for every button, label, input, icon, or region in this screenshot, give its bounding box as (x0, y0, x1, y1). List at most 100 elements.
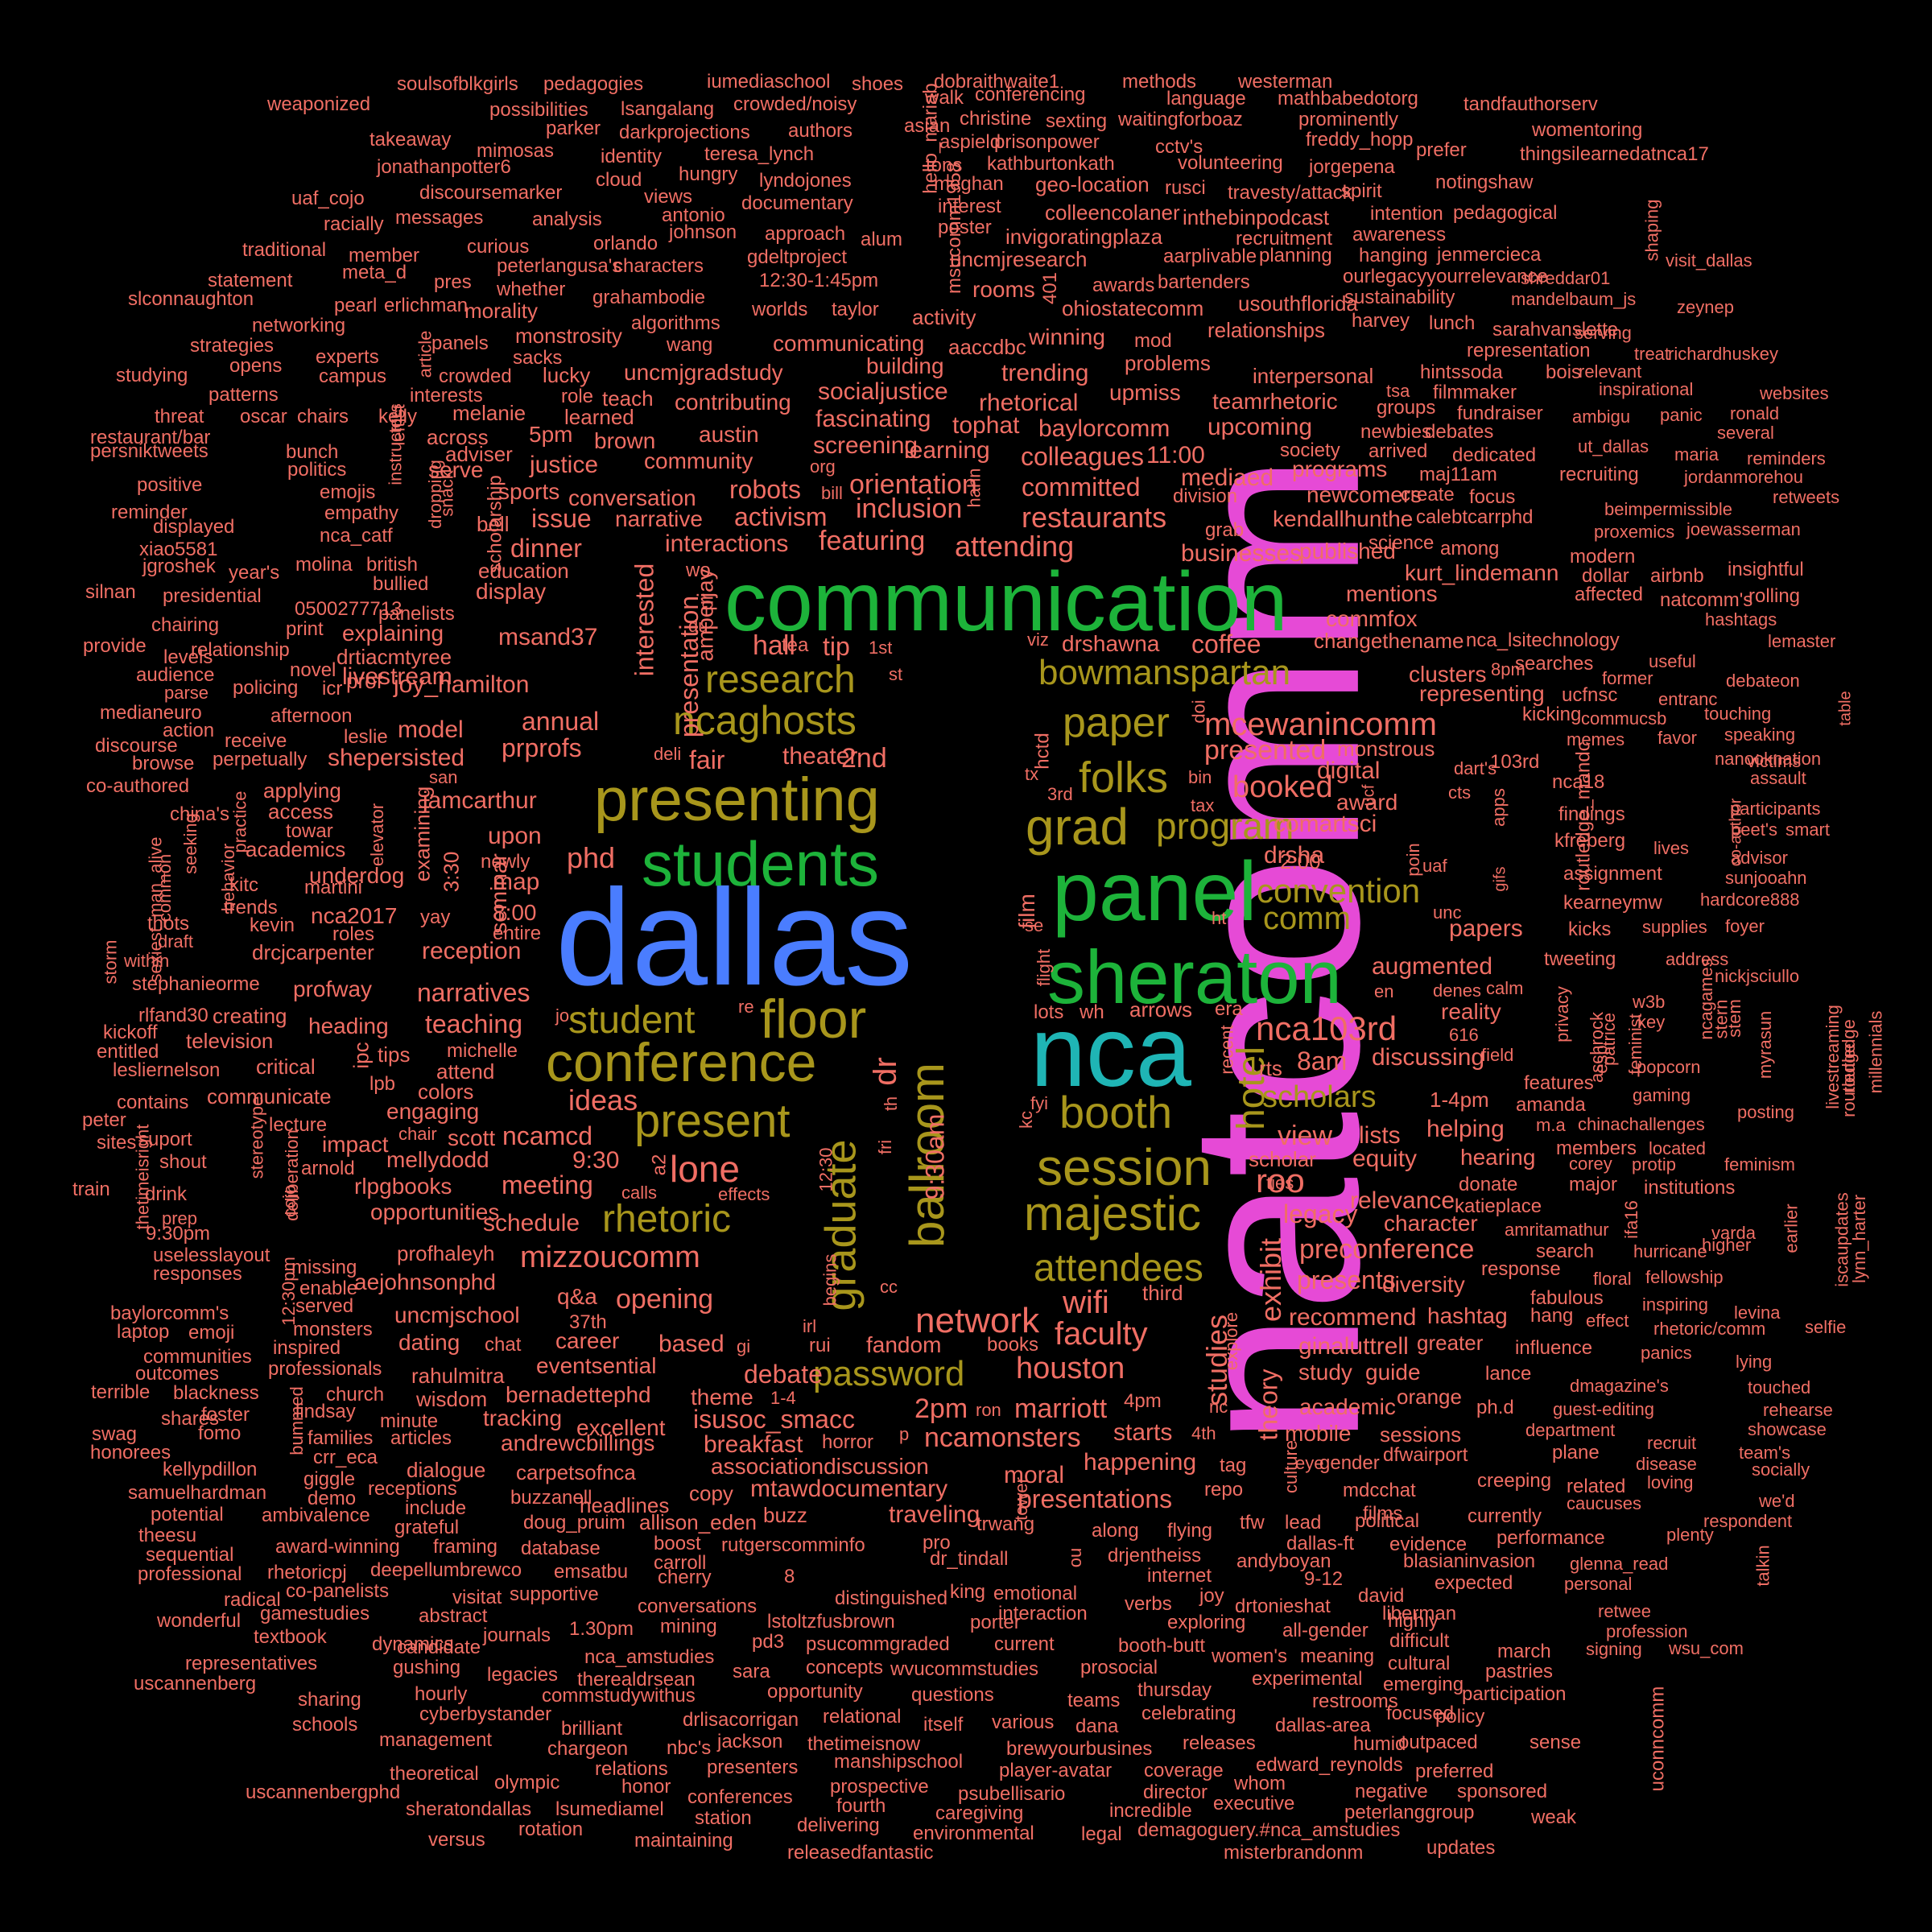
cloud-word: kathburtonkath (987, 153, 1115, 175)
cloud-word: mimosas (477, 140, 555, 162)
cloud-word: mtawdocumentary (750, 1476, 948, 1502)
cloud-word: monstrous (1337, 737, 1435, 761)
cloud-word: newbies (1360, 421, 1432, 443)
cloud-word: whom (1234, 1773, 1286, 1794)
cloud-word: hintssoda (1420, 361, 1503, 383)
cloud-word: samuelhardman (128, 1482, 267, 1504)
cloud-word: hanging (1359, 245, 1428, 266)
cloud-word: lyndojones (759, 170, 852, 192)
cloud-word: sports (498, 479, 560, 504)
cloud-word: hello_mariab (919, 83, 942, 194)
cloud-word: prefer (1416, 139, 1467, 161)
cloud-word: incredible (1109, 1800, 1192, 1822)
cloud-word: deepellumbrewco (370, 1559, 522, 1581)
cloud-word: drsha (1264, 842, 1325, 869)
cloud-word: potential (151, 1504, 224, 1525)
cloud-word: peter (82, 1109, 126, 1131)
cloud-word: peet's (1731, 819, 1778, 840)
cloud-word: perpetually (213, 749, 308, 770)
cloud-word: display (476, 579, 547, 604)
cloud-word: reminder (111, 502, 188, 523)
cloud-word: interactions (665, 530, 789, 557)
cloud-word: current (994, 1633, 1055, 1655)
cloud-word: grab (1205, 519, 1245, 541)
cloud-word: opening (616, 1284, 714, 1315)
cloud-word: filmmaker (1433, 382, 1517, 403)
cloud-word: myrasun (1755, 1010, 1776, 1080)
cloud-word: victims (1747, 751, 1802, 771)
cloud-word: stereotype (246, 1096, 267, 1179)
cloud-word: headlines (580, 1493, 670, 1517)
cloud-word: 11:00 (1146, 442, 1205, 469)
cloud-word: documentary (741, 192, 853, 214)
cloud-word: strategies (190, 335, 275, 357)
cloud-word: routledge_mandc (1572, 741, 1595, 891)
cloud-word: narrative (615, 506, 703, 531)
cloud-word: effect (1586, 1311, 1629, 1331)
cloud-word: dobraithwaite1 (934, 71, 1060, 93)
cloud-word: prof (346, 669, 382, 693)
cloud-word: emotional (993, 1583, 1078, 1604)
cloud-word: among (1440, 538, 1500, 559)
cloud-word: 3:30 (439, 851, 464, 893)
cloud-word: legacy (1283, 1199, 1358, 1228)
cloud-word: prominently (1298, 109, 1399, 130)
cloud-word: coverage (1144, 1760, 1224, 1781)
cloud-word: presenters (707, 1757, 799, 1778)
cloud-word: doug_pruim (523, 1512, 625, 1534)
cloud-word: poin (1402, 843, 1423, 877)
cloud-word: conversation (568, 485, 696, 510)
cloud-word: building (866, 353, 944, 378)
cloud-word: related (1567, 1476, 1626, 1497)
cloud-word: molina (295, 554, 353, 576)
cloud-word: arnold (301, 1158, 355, 1179)
cloud-word: pastries (1485, 1661, 1554, 1682)
cloud-word: uconncomm (1646, 1686, 1669, 1792)
cloud-word: chair (398, 1124, 437, 1144)
cloud-word: legal (1081, 1823, 1122, 1845)
cloud-word: interests (410, 385, 483, 407)
cloud-word: password (813, 1354, 965, 1393)
cloud-word: pr (696, 593, 718, 611)
cloud-word: lying (1736, 1352, 1773, 1372)
cloud-word: tx (1025, 764, 1039, 784)
cloud-word: lunch (1429, 312, 1476, 334)
cloud-word: emoji (188, 1322, 235, 1344)
cloud-word: missing (291, 1257, 357, 1278)
cloud-word: mediaed (1181, 464, 1274, 491)
cloud-word: rlpgbooks (354, 1174, 452, 1199)
cloud-word: groups (1377, 397, 1436, 419)
cloud-word: andyboyan (1236, 1550, 1331, 1572)
cloud-word: views (644, 186, 693, 208)
cloud-word: presents (1297, 1265, 1396, 1294)
cloud-word: uscannenbergphd (246, 1781, 401, 1803)
cloud-word: honor (621, 1776, 671, 1798)
cloud-word: various (992, 1711, 1055, 1733)
cloud-word: theesu (138, 1525, 197, 1546)
cloud-word: olympic (494, 1772, 560, 1794)
cloud-word: worlds (752, 299, 808, 320)
cloud-word: influence (1515, 1337, 1593, 1359)
cloud-word: nc (1209, 1397, 1228, 1417)
cloud-word: suport (138, 1129, 192, 1150)
cloud-word: parker (546, 118, 601, 139)
cloud-word: greater (1417, 1331, 1484, 1355)
cloud-word: winning (1029, 324, 1105, 349)
cloud-word: psubellisario (958, 1783, 1066, 1805)
cloud-word: 616 (1449, 1025, 1479, 1045)
cloud-word: relevant (1579, 361, 1642, 382)
cloud-word: changethename (1314, 629, 1464, 653)
cloud-word: exhibit (1254, 1237, 1288, 1323)
cloud-word: ron (976, 1400, 1001, 1420)
cloud-word: reminders (1747, 448, 1826, 469)
cloud-word: fundraiser (1457, 402, 1543, 424)
cloud-word: smart (1785, 819, 1830, 840)
cloud-word: thetimeisnow (807, 1733, 921, 1755)
cloud-word: fomo (198, 1422, 242, 1444)
cloud-word: versus (428, 1829, 485, 1851)
cloud-word: asian (904, 115, 951, 137)
cloud-word: digital (1317, 758, 1381, 784)
cloud-word: tip (823, 632, 850, 661)
cloud-word: dating (398, 1330, 460, 1355)
cloud-word: sharing (298, 1689, 361, 1711)
